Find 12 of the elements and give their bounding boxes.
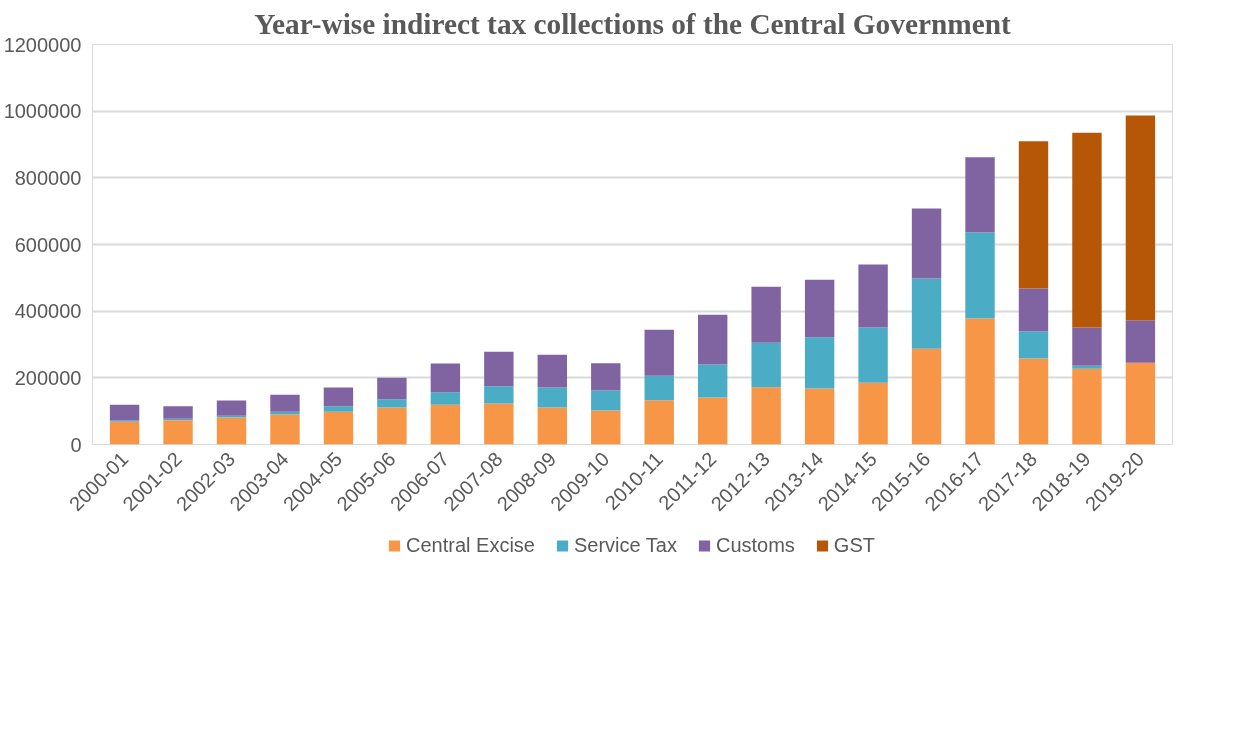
y-tick-label: 800000 <box>14 166 82 189</box>
legend-label: Central Excise <box>406 533 535 557</box>
legend-label: GST <box>833 533 875 557</box>
y-tick-label: 400000 <box>14 300 82 323</box>
y-tick-label: 600000 <box>14 233 82 256</box>
legend-label: Customs <box>715 533 795 557</box>
y-tick-label: 1200000 <box>3 33 82 56</box>
legend-label: Service Tax <box>573 533 677 557</box>
y-tick-label: 1000000 <box>3 100 82 123</box>
y-tick-label: 0 <box>70 433 82 456</box>
chart-title: Year-wise indirect tax collections of the Central Government <box>254 7 1012 40</box>
y-tick-label: 200000 <box>14 366 82 389</box>
